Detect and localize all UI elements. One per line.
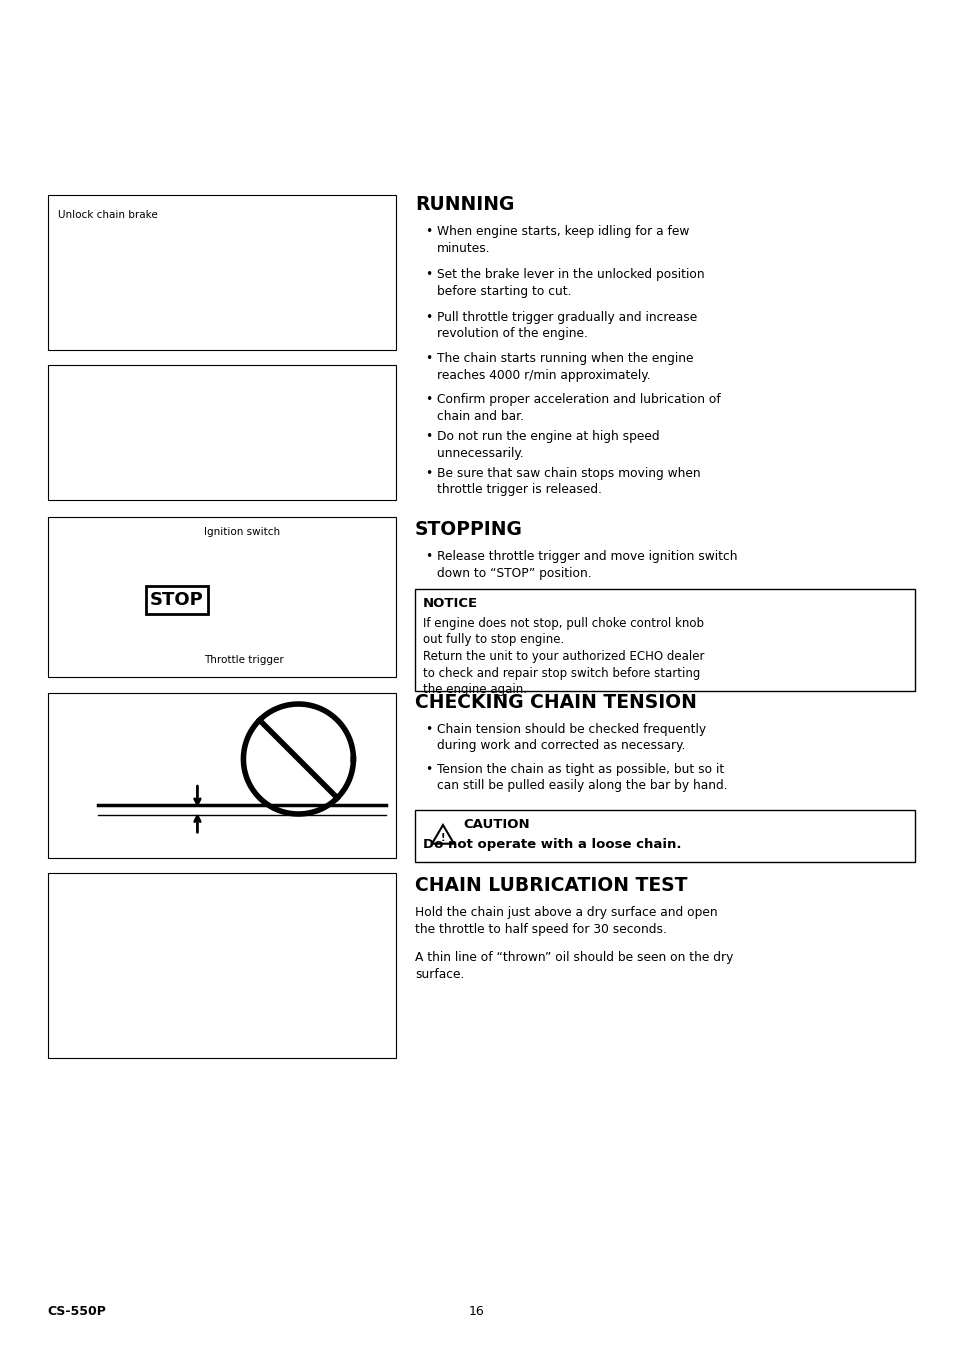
Text: Ignition switch: Ignition switch — [204, 527, 280, 536]
Text: STOPPING: STOPPING — [415, 520, 522, 539]
Text: •: • — [424, 393, 432, 407]
Text: Release throttle trigger and move ignition switch
down to “STOP” position.: Release throttle trigger and move igniti… — [436, 550, 737, 580]
Text: STOP: STOP — [150, 592, 203, 609]
Text: Chain tension should be checked frequently
during work and corrected as necessar: Chain tension should be checked frequent… — [436, 723, 705, 753]
Text: •: • — [424, 723, 432, 736]
Text: •: • — [424, 311, 432, 324]
Text: •: • — [424, 467, 432, 480]
Bar — [48, 195, 395, 350]
Text: •: • — [424, 763, 432, 775]
Bar — [415, 589, 915, 690]
Text: •: • — [424, 267, 432, 281]
Bar — [146, 586, 208, 615]
Text: Set the brake lever in the unlocked position
before starting to cut.: Set the brake lever in the unlocked posi… — [436, 267, 704, 297]
Text: Unlock chain brake: Unlock chain brake — [57, 209, 157, 220]
Text: RUNNING: RUNNING — [415, 195, 514, 213]
Bar — [48, 693, 395, 858]
Text: •: • — [424, 226, 432, 238]
Text: Hold the chain just above a dry surface and open
the throttle to half speed for : Hold the chain just above a dry surface … — [415, 907, 717, 935]
Text: When engine starts, keep idling for a few
minutes.: When engine starts, keep idling for a fe… — [436, 226, 689, 254]
Text: NOTICE: NOTICE — [422, 597, 477, 611]
Text: A thin line of “thrown” oil should be seen on the dry
surface.: A thin line of “thrown” oil should be se… — [415, 951, 733, 981]
Text: Pull throttle trigger gradually and increase
revolution of the engine.: Pull throttle trigger gradually and incr… — [436, 311, 697, 340]
Text: 16: 16 — [469, 1305, 484, 1319]
Bar — [48, 873, 395, 1058]
Text: •: • — [424, 353, 432, 365]
Bar — [48, 365, 395, 500]
Text: •: • — [424, 550, 432, 563]
Text: CS-550P: CS-550P — [48, 1305, 107, 1319]
Text: Do not run the engine at high speed
unnecessarily.: Do not run the engine at high speed unne… — [436, 430, 659, 459]
Text: CHAIN LUBRICATION TEST: CHAIN LUBRICATION TEST — [415, 875, 687, 894]
Text: CHECKING CHAIN TENSION: CHECKING CHAIN TENSION — [415, 693, 696, 712]
Text: Tension the chain as tight as possible, but so it
can still be pulled easily alo: Tension the chain as tight as possible, … — [436, 763, 727, 793]
Bar — [48, 517, 395, 677]
Text: The chain starts running when the engine
reaches 4000 r/min approximately.: The chain starts running when the engine… — [436, 353, 693, 381]
Text: If engine does not stop, pull choke control knob
out fully to stop engine.
Retur: If engine does not stop, pull choke cont… — [422, 617, 703, 696]
Text: !: ! — [440, 834, 445, 843]
Text: Do not operate with a loose chain.: Do not operate with a loose chain. — [422, 838, 680, 851]
Text: Be sure that saw chain stops moving when
throttle trigger is released.: Be sure that saw chain stops moving when… — [436, 467, 700, 497]
Text: CAUTION: CAUTION — [462, 817, 529, 831]
Text: Confirm proper acceleration and lubrication of
chain and bar.: Confirm proper acceleration and lubricat… — [436, 393, 720, 423]
Bar — [415, 811, 915, 862]
Text: •: • — [424, 430, 432, 443]
Text: Throttle trigger: Throttle trigger — [204, 655, 284, 665]
